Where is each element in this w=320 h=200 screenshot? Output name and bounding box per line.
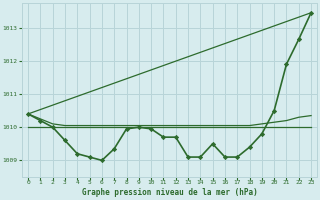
X-axis label: Graphe pression niveau de la mer (hPa): Graphe pression niveau de la mer (hPa) <box>82 188 258 197</box>
